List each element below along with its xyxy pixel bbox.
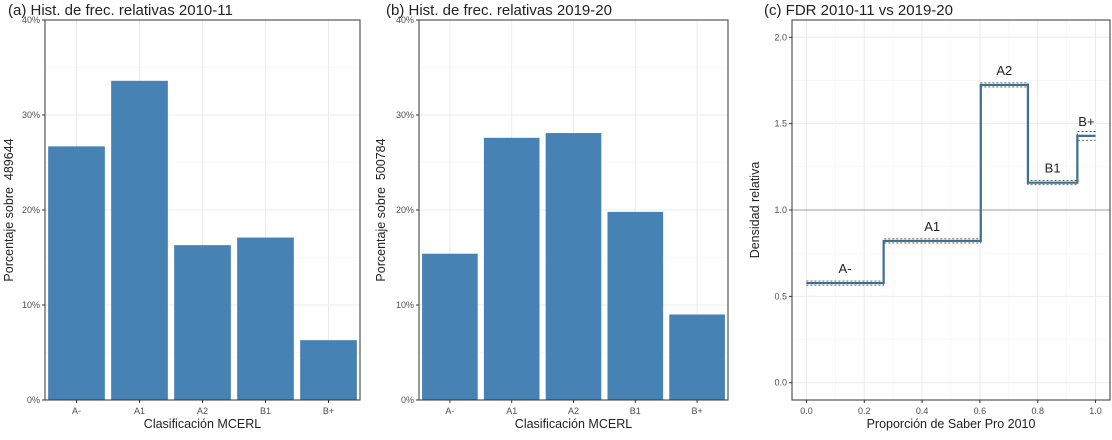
y-tick-label: 10% <box>396 300 414 310</box>
bar-A- <box>422 253 478 400</box>
x-axis-label: Clasificación MCERL <box>144 417 261 431</box>
y-tick-label: 1.5 <box>774 119 787 129</box>
bar-B+ <box>300 340 357 400</box>
y-tick-label: 40% <box>396 15 414 25</box>
y-axis-label: Porcentaje sobre 489644 <box>2 138 16 281</box>
y-tick-label: 0% <box>27 395 40 405</box>
x-tick-label: B1 <box>630 406 641 416</box>
chart-title-c: (c) FDR 2010-11 vs 2019-20 <box>764 2 953 19</box>
y-axis-label: Densidad relativa <box>748 162 762 259</box>
x-tick-label: 0.8 <box>1031 406 1044 416</box>
y-tick-label: 20% <box>22 205 40 215</box>
bar-B1 <box>607 211 664 400</box>
bar-A1 <box>483 137 540 401</box>
y-tick-label: 10% <box>22 300 40 310</box>
x-tick-label: B1 <box>260 406 271 416</box>
x-tick-label: A- <box>72 406 81 416</box>
y-axis-label: Porcentaje sobre 500784 <box>374 138 388 281</box>
x-axis-label: Proporción de Saber Pro 2010 <box>867 417 1036 431</box>
x-tick-label: A1 <box>134 406 145 416</box>
bar-A2 <box>174 245 231 400</box>
y-tick-label: 0.0 <box>774 378 787 388</box>
x-tick-label: A2 <box>197 406 208 416</box>
bar-A2 <box>545 133 602 401</box>
x-tick-label: 0.0 <box>800 406 813 416</box>
y-tick-label: 0% <box>401 395 414 405</box>
segment-label-A-: A- <box>839 261 852 276</box>
y-tick-label: 1.0 <box>774 205 787 215</box>
x-tick-label: B+ <box>691 406 702 416</box>
x-tick-label: 0.6 <box>974 406 987 416</box>
bars <box>422 133 725 401</box>
x-axis-label: Clasificación MCERL <box>515 417 632 431</box>
x-tick-label: 0.2 <box>858 406 871 416</box>
x-tick-label: 1.0 <box>1089 406 1102 416</box>
y-tick-label: 0.5 <box>774 291 787 301</box>
panel-b: 0% 10% 20% 30% 40% A- A1 A2 B1 B+ Clasificación MC… <box>372 0 742 440</box>
x-tick-label: A- <box>445 406 454 416</box>
segment-label-B+: B+ <box>1078 114 1094 129</box>
segment-label-A2: A2 <box>996 63 1012 78</box>
chart-title-b: (b) Hist. de frec. relativas 2019-20 <box>386 2 612 19</box>
panel-a: 0% 10% 20% 30% 40% A- A1 A2 B1 B+ Clasificación MC… <box>0 0 372 440</box>
bar-B1 <box>237 237 294 400</box>
y-tick-label: 30% <box>396 110 414 120</box>
bar-A1 <box>111 80 168 401</box>
density-step-line <box>806 83 1096 285</box>
bar-A- <box>48 146 105 400</box>
histogram-2010-11: 0% 10% 20% 30% 40% A- A1 A2 B1 B+ Clasificación MC… <box>2 15 361 431</box>
x-tick-label: 0.4 <box>916 406 929 416</box>
y-tick-label: 20% <box>396 205 414 215</box>
chart-title-a: (a) Hist. de frec. relativas 2010-11 <box>8 2 233 19</box>
y-tick-label: 30% <box>22 110 40 120</box>
panel-c: A- A1 A2 B1 B+ 0.0 0.5 1.0 1.5 2.0 0.0 0.2 0.4 0.6 0.8… <box>742 0 1112 440</box>
x-tick-label: A2 <box>568 406 579 416</box>
segment-label-A1: A1 <box>924 219 940 234</box>
bar-B+ <box>669 314 725 400</box>
y-tick-label: 2.0 <box>774 32 787 42</box>
y-tick-label: 40% <box>22 15 40 25</box>
x-tick-label: B+ <box>323 406 334 416</box>
histogram-2019-20: 0% 10% 20% 30% 40% A- A1 A2 B1 B+ Clasificación MC… <box>374 15 729 431</box>
relative-density-chart: A- A1 A2 B1 B+ 0.0 0.5 1.0 1.5 2.0 0.0 0.2 0.4 0.6 0.8… <box>748 19 1111 431</box>
x-tick-label: A1 <box>506 406 517 416</box>
bars <box>48 80 357 401</box>
upper-band-line <box>806 82 1096 282</box>
segment-label-B1: B1 <box>1045 161 1061 176</box>
